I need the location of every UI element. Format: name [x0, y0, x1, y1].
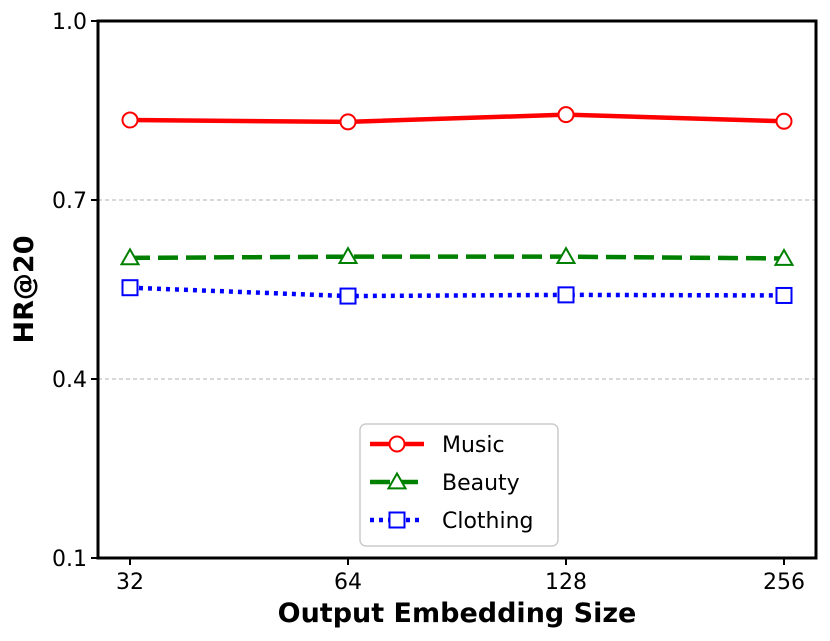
- legend-beauty-label: Beauty: [442, 471, 520, 496]
- beauty-point: [773, 247, 795, 266]
- grid-lines: [98, 199, 816, 380]
- legend-beauty-marker: [386, 471, 408, 490]
- music-point: [775, 112, 793, 130]
- beauty-line: [129, 254, 785, 261]
- y-tick-label: 0.7: [52, 189, 87, 214]
- legend-clothing-label: Clothing: [442, 509, 534, 534]
- series-clothing: [121, 279, 793, 305]
- x-tick-label: 256: [763, 570, 805, 595]
- x-axis-title: Output Embedding Size: [278, 598, 637, 629]
- legend-music-label: Music: [442, 433, 505, 458]
- axis-ticks: 0.1 0.4 0.7 1.0 32 64 128 256: [52, 10, 805, 595]
- series-layer: [119, 106, 795, 305]
- clothing-line: [129, 285, 785, 299]
- music-point: [121, 111, 139, 129]
- beauty-point: [555, 246, 577, 265]
- legend-box: [359, 423, 559, 547]
- legend-music-marker: [388, 435, 406, 453]
- series-music: [121, 106, 793, 131]
- beauty-point: [119, 247, 141, 266]
- clothing-point: [121, 279, 139, 297]
- clothing-point: [775, 286, 793, 304]
- y-tick-label: 0.4: [52, 368, 87, 393]
- y-tick-label: 1.0: [52, 10, 87, 35]
- music-line: [129, 112, 785, 125]
- beauty-point: [337, 246, 359, 265]
- music-point: [557, 106, 575, 124]
- music-point: [339, 113, 357, 131]
- y-axis-title: HR@20: [9, 236, 40, 344]
- x-tick-label: 64: [334, 570, 362, 595]
- clothing-point: [557, 286, 575, 304]
- x-tick-label: 32: [116, 570, 144, 595]
- legend-clothing-marker: [388, 511, 406, 529]
- plot-frame: [96, 19, 818, 560]
- y-tick-label: 0.1: [52, 547, 87, 572]
- series-beauty: [119, 246, 795, 266]
- x-tick-label: 128: [545, 570, 587, 595]
- clothing-point: [339, 287, 357, 305]
- legend: Music Beauty Clothing: [359, 423, 559, 547]
